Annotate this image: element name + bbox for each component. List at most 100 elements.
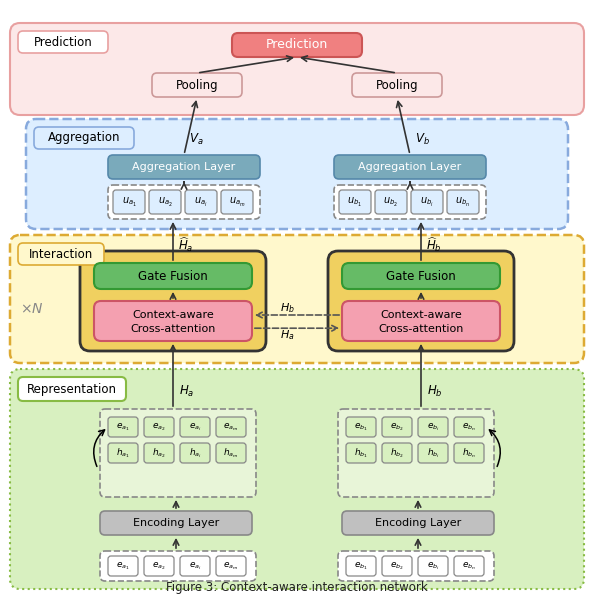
Text: Prediction: Prediction [266,39,328,52]
FancyBboxPatch shape [375,190,407,214]
FancyBboxPatch shape [108,155,260,179]
Text: $H_b$: $H_b$ [427,384,443,398]
FancyBboxPatch shape [346,443,376,463]
FancyBboxPatch shape [80,251,266,351]
FancyBboxPatch shape [18,377,126,401]
FancyBboxPatch shape [100,511,252,535]
Text: $e_{b_2}$: $e_{b_2}$ [390,560,404,572]
FancyBboxPatch shape [221,190,253,214]
Text: $\widehat{H}_a$: $\widehat{H}_a$ [178,236,194,254]
FancyBboxPatch shape [144,443,174,463]
Text: $h_{b_2}$: $h_{b_2}$ [390,446,404,460]
Text: $e_{a_i}$: $e_{a_i}$ [189,560,201,572]
FancyBboxPatch shape [108,443,138,463]
FancyBboxPatch shape [342,511,494,535]
FancyBboxPatch shape [152,73,242,97]
FancyBboxPatch shape [144,556,174,576]
Text: $e_{a_1}$: $e_{a_1}$ [116,421,130,433]
Text: $h_{b_1}$: $h_{b_1}$ [354,446,368,460]
Text: Gate Fusion: Gate Fusion [138,270,208,282]
Text: Pooling: Pooling [375,79,418,91]
Text: $e_{a_1}$: $e_{a_1}$ [116,560,130,572]
Text: $V_a$: $V_a$ [189,131,204,147]
Text: Gate Fusion: Gate Fusion [386,270,456,282]
FancyBboxPatch shape [100,409,256,497]
FancyBboxPatch shape [342,263,500,289]
FancyBboxPatch shape [18,31,108,53]
FancyBboxPatch shape [454,443,484,463]
FancyBboxPatch shape [342,301,500,341]
FancyBboxPatch shape [454,556,484,576]
FancyBboxPatch shape [411,190,443,214]
Text: Interaction: Interaction [29,247,93,260]
FancyBboxPatch shape [180,443,210,463]
FancyBboxPatch shape [185,190,217,214]
Text: $u_{a_i}$: $u_{a_i}$ [194,195,208,209]
FancyBboxPatch shape [382,556,412,576]
Text: $u_{b_i}$: $u_{b_i}$ [420,195,434,209]
Text: $h_{b_i}$: $h_{b_i}$ [426,446,440,460]
FancyBboxPatch shape [26,119,568,229]
FancyBboxPatch shape [94,301,252,341]
FancyBboxPatch shape [10,369,584,589]
FancyBboxPatch shape [216,556,246,576]
FancyBboxPatch shape [346,556,376,576]
Text: $e_{a_2}$: $e_{a_2}$ [152,421,166,433]
Text: $\times N$: $\times N$ [20,302,44,316]
Text: $h_{a_2}$: $h_{a_2}$ [152,446,166,460]
FancyBboxPatch shape [108,417,138,437]
FancyBboxPatch shape [10,23,584,115]
Text: Aggregation: Aggregation [48,131,120,144]
FancyBboxPatch shape [418,556,448,576]
Text: $e_{a_m}$: $e_{a_m}$ [223,421,239,433]
FancyBboxPatch shape [180,556,210,576]
FancyBboxPatch shape [144,417,174,437]
Text: Encoding Layer: Encoding Layer [133,518,219,528]
Text: $e_{b_i}$: $e_{b_i}$ [426,560,440,572]
Text: $e_{b_1}$: $e_{b_1}$ [354,421,368,433]
FancyBboxPatch shape [328,251,514,351]
Text: Aggregation Layer: Aggregation Layer [358,162,462,172]
Text: Representation: Representation [27,383,117,395]
FancyBboxPatch shape [352,73,442,97]
FancyBboxPatch shape [18,243,104,265]
Text: $h_{b_n}$: $h_{b_n}$ [462,446,476,460]
FancyBboxPatch shape [454,417,484,437]
Text: $V_b$: $V_b$ [415,131,430,147]
Text: Cross-attention: Cross-attention [378,324,464,334]
Text: $H_a$: $H_a$ [280,328,294,342]
FancyBboxPatch shape [10,235,584,363]
FancyBboxPatch shape [338,409,494,497]
Text: Figure 3: Context-aware interaction network: Figure 3: Context-aware interaction netw… [166,580,428,594]
FancyBboxPatch shape [113,190,145,214]
FancyBboxPatch shape [180,417,210,437]
Text: $H_a$: $H_a$ [179,384,194,398]
Text: Prediction: Prediction [34,36,93,49]
Text: Cross-attention: Cross-attention [130,324,216,334]
Text: $u_{b_2}$: $u_{b_2}$ [384,195,399,209]
Text: $e_{b_n}$: $e_{b_n}$ [462,421,476,433]
FancyBboxPatch shape [418,443,448,463]
FancyBboxPatch shape [108,185,260,219]
Text: $H_b$: $H_b$ [280,301,295,315]
Text: $u_{b_1}$: $u_{b_1}$ [347,195,362,209]
Text: $\widehat{H}_b$: $\widehat{H}_b$ [426,236,442,254]
FancyBboxPatch shape [382,417,412,437]
Text: $h_{a_1}$: $h_{a_1}$ [116,446,130,460]
Text: Encoding Layer: Encoding Layer [375,518,461,528]
FancyBboxPatch shape [100,551,256,581]
FancyBboxPatch shape [339,190,371,214]
Text: $e_{a_2}$: $e_{a_2}$ [152,560,166,572]
Text: $e_{b_i}$: $e_{b_i}$ [426,421,440,433]
Text: Context-aware: Context-aware [132,310,214,320]
FancyBboxPatch shape [108,556,138,576]
FancyBboxPatch shape [94,263,252,289]
Text: $e_{b_n}$: $e_{b_n}$ [462,560,476,572]
Text: $u_{a_m}$: $u_{a_m}$ [229,195,245,209]
Text: $e_{a_m}$: $e_{a_m}$ [223,560,239,572]
Text: Pooling: Pooling [176,79,219,91]
Text: $e_{b_2}$: $e_{b_2}$ [390,421,404,433]
FancyBboxPatch shape [334,185,486,219]
FancyBboxPatch shape [382,443,412,463]
FancyBboxPatch shape [334,155,486,179]
